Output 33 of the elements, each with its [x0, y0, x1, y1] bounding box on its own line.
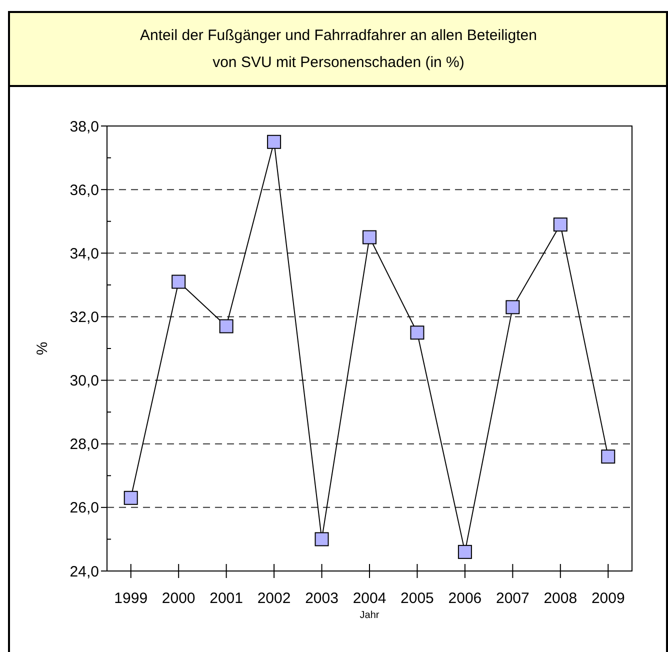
y-tick-label: 26,0 — [70, 500, 99, 517]
x-tick-label: 2007 — [496, 590, 530, 607]
x-tick-label: 2006 — [448, 590, 482, 607]
y-axis-title: % — [34, 342, 51, 356]
y-tick-label: 34,0 — [70, 245, 99, 262]
point — [314, 532, 329, 546]
y-tick-label: 24,0 — [70, 563, 99, 580]
y-tick-label: 36,0 — [70, 182, 99, 199]
y-tick-label: 32,0 — [70, 308, 99, 326]
point — [458, 544, 472, 559]
x-tick-label: 2004 — [352, 590, 386, 607]
point — [410, 326, 424, 340]
y-tick-label: 28,0 — [70, 436, 99, 454]
point — [124, 490, 138, 505]
point — [362, 230, 376, 244]
x-tick-label: 2001 — [210, 590, 244, 607]
x-tick-label: 1999 — [114, 590, 148, 607]
x-tick-label: 2000 — [162, 590, 196, 607]
point — [553, 218, 568, 232]
point — [219, 319, 234, 334]
point — [267, 134, 282, 149]
x-tick-label: 2009 — [591, 590, 625, 607]
x-tick-label: 2005 — [400, 590, 434, 607]
x-axis-title: Jahr — [360, 610, 380, 621]
chart-title: Anteil der Fußgänger und Fahrradfahrer an allen Beteiligten von SVU mit Personenschaden (in %) — [140, 27, 537, 71]
x-tick-label: 2003 — [305, 590, 338, 607]
y-tick-label: 30,0 — [70, 372, 99, 390]
x-tick-label: 2008 — [544, 590, 578, 607]
point — [172, 274, 186, 289]
point — [601, 450, 616, 464]
point — [506, 300, 520, 314]
x-tick-label: 2002 — [257, 590, 291, 607]
y-tick-label: 38,0 — [70, 118, 99, 136]
